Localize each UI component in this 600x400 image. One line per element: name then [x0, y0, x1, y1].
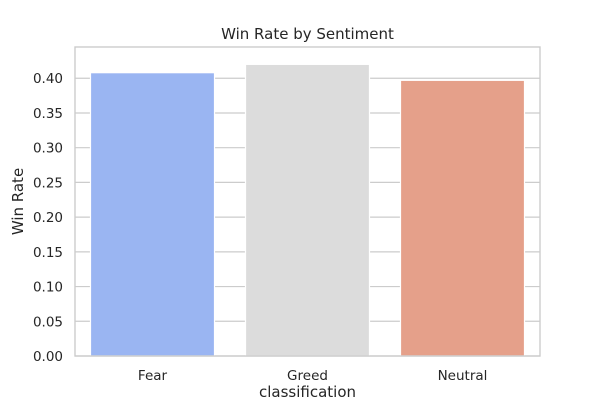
- x-tick-label: Fear: [138, 368, 168, 384]
- bar-fear: [89, 72, 216, 357]
- y-tick-label: 0.05: [33, 314, 63, 330]
- y-tick-label: 0.30: [33, 141, 63, 157]
- chart-title: Win Rate by Sentiment: [221, 25, 394, 43]
- y-tick-label: 0.25: [33, 175, 63, 191]
- y-tick-label: 0.35: [33, 106, 63, 122]
- y-tick-label: 0.10: [33, 280, 63, 296]
- y-tick-label: 0.15: [33, 245, 63, 261]
- bar-neutral: [399, 79, 526, 357]
- y-tick-labels: 0.00 0.05 0.10 0.15 0.20 0.25 0.30 0.35 0.40: [33, 71, 63, 365]
- plot-frame: [74, 46, 541, 357]
- y-axis-label: Win Rate: [9, 168, 27, 235]
- y-tick-label: 0.20: [33, 210, 63, 226]
- x-axis-label: classification: [259, 383, 356, 400]
- y-tick-label: 0.40: [33, 71, 63, 87]
- bars: [89, 63, 526, 357]
- x-tick-label: Neutral: [438, 368, 488, 384]
- x-tick-label: Greed: [287, 368, 328, 384]
- bar-greed: [244, 63, 371, 357]
- y-tick-label: 0.00: [33, 349, 63, 365]
- x-tick-labels: Fear Greed Neutral: [138, 368, 487, 384]
